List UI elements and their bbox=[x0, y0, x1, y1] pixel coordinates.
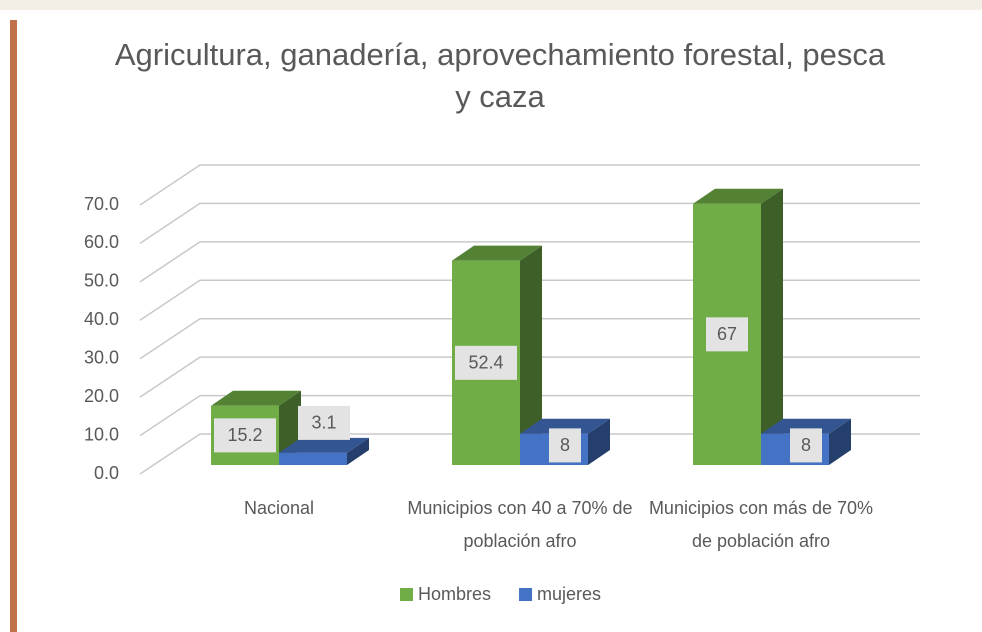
bar-top bbox=[761, 418, 851, 434]
legend-swatch bbox=[400, 588, 413, 601]
grid-line bbox=[139, 164, 920, 206]
bar-side bbox=[520, 245, 542, 465]
grid-line bbox=[139, 279, 920, 321]
data-label: 67 bbox=[717, 324, 737, 344]
legend-label: Hombres bbox=[418, 584, 491, 604]
bar-side bbox=[829, 418, 851, 465]
bar-top bbox=[279, 437, 369, 453]
bar bbox=[279, 437, 369, 465]
bar-side bbox=[761, 188, 783, 465]
y-tick-label: 50.0 bbox=[84, 271, 119, 291]
grid-line bbox=[139, 356, 920, 398]
data-label-box bbox=[298, 405, 350, 440]
y-tick-label: 0.0 bbox=[94, 463, 119, 483]
grid-line bbox=[139, 202, 920, 245]
data-label: 8 bbox=[801, 435, 811, 455]
y-tick-label: 30.0 bbox=[84, 347, 119, 367]
side-strip bbox=[10, 20, 17, 632]
data-label: 52.4 bbox=[468, 353, 503, 373]
grid-line bbox=[139, 433, 920, 475]
y-tick-label: 40.0 bbox=[84, 309, 119, 329]
bar bbox=[693, 188, 783, 465]
chart-title: Agricultura, ganadería, aprovechamiento … bbox=[114, 37, 886, 114]
grid-line bbox=[139, 394, 920, 437]
data-label-box bbox=[549, 428, 581, 463]
data-label-box bbox=[790, 428, 822, 463]
data-label-box bbox=[455, 345, 517, 380]
legend-swatch bbox=[519, 588, 533, 601]
data-label: 8 bbox=[560, 435, 570, 455]
top-strip bbox=[0, 0, 982, 10]
bar-side bbox=[588, 418, 610, 465]
x-tick-label: Nacional bbox=[243, 498, 315, 518]
bar-top bbox=[452, 245, 542, 261]
y-tick-label: 70.0 bbox=[84, 194, 119, 214]
data-label-box bbox=[214, 418, 276, 453]
y-tick-label: 20.0 bbox=[84, 386, 119, 406]
y-tick-label: 10.0 bbox=[84, 424, 119, 444]
data-label: 3.1 bbox=[311, 413, 336, 433]
bar-top bbox=[520, 418, 610, 434]
bar-top bbox=[693, 188, 783, 204]
legend-label: mujeres bbox=[537, 584, 601, 604]
bar-front bbox=[279, 452, 347, 465]
grid-line bbox=[139, 241, 920, 283]
bar-side bbox=[347, 437, 369, 465]
bar-top bbox=[211, 390, 301, 406]
data-label-box bbox=[706, 317, 748, 352]
grid-line bbox=[139, 317, 920, 360]
x-tick-label: Municipios con más de 70% de población a… bbox=[648, 498, 874, 551]
y-tick-label: 60.0 bbox=[84, 232, 119, 252]
x-tick-label: Municipios con 40 a 70% de población afr… bbox=[407, 498, 633, 551]
data-label: 15.2 bbox=[227, 425, 262, 445]
